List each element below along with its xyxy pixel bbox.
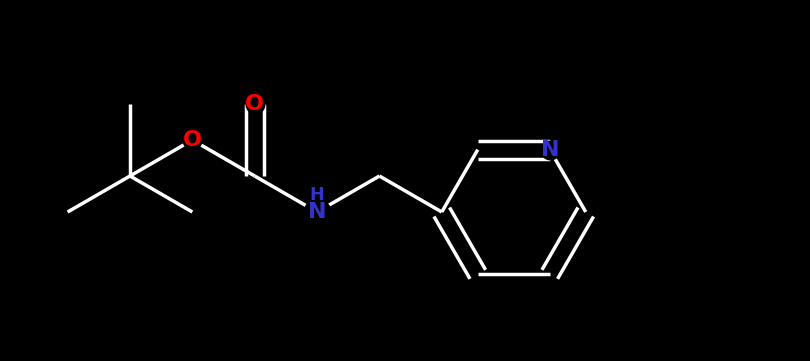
Text: N: N xyxy=(540,140,559,160)
Text: N: N xyxy=(308,202,326,222)
Text: H: H xyxy=(309,186,324,204)
Text: O: O xyxy=(245,94,264,114)
Text: O: O xyxy=(183,130,202,150)
